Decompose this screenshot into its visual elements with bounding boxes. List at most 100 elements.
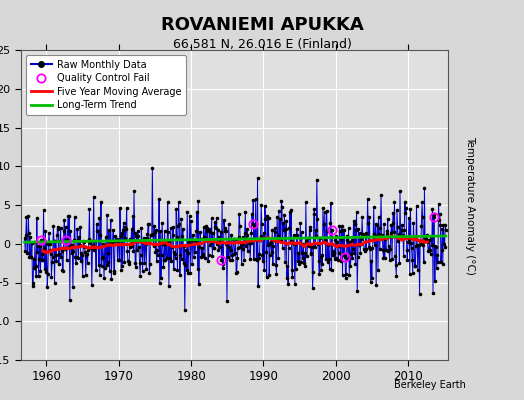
Point bbox=[363, 232, 371, 238]
Point bbox=[320, 239, 329, 245]
Point bbox=[110, 270, 118, 276]
Point bbox=[286, 238, 294, 244]
Point bbox=[291, 241, 300, 247]
Point bbox=[376, 224, 385, 231]
Point bbox=[365, 213, 374, 220]
Point bbox=[105, 227, 113, 233]
Point bbox=[406, 271, 414, 277]
Point bbox=[24, 250, 32, 256]
Point bbox=[87, 245, 95, 251]
Point bbox=[383, 228, 391, 234]
Point bbox=[226, 247, 235, 253]
Point bbox=[265, 272, 274, 278]
Point bbox=[230, 251, 238, 257]
Point bbox=[134, 228, 142, 234]
Point bbox=[276, 216, 285, 222]
Point bbox=[90, 194, 98, 200]
Point bbox=[165, 283, 173, 289]
Point bbox=[65, 212, 73, 219]
Point bbox=[228, 257, 237, 264]
Point bbox=[193, 209, 201, 216]
Point bbox=[379, 246, 387, 253]
Point bbox=[60, 228, 68, 234]
Point bbox=[130, 230, 139, 236]
Point bbox=[435, 217, 443, 224]
Point bbox=[260, 266, 268, 273]
Point bbox=[54, 226, 62, 232]
Point bbox=[271, 262, 280, 268]
Point bbox=[117, 230, 126, 236]
Point bbox=[141, 241, 150, 248]
Point bbox=[116, 233, 125, 240]
Point bbox=[85, 206, 94, 212]
Point bbox=[54, 261, 63, 268]
Point bbox=[400, 227, 409, 234]
Point bbox=[161, 256, 169, 263]
Point bbox=[69, 248, 78, 255]
Point bbox=[189, 232, 197, 238]
Point bbox=[271, 225, 279, 232]
Point bbox=[184, 250, 193, 257]
Point bbox=[93, 220, 101, 227]
Point bbox=[335, 250, 343, 256]
Point bbox=[313, 216, 322, 222]
Point bbox=[45, 230, 53, 236]
Point bbox=[357, 241, 366, 247]
Point bbox=[299, 241, 308, 248]
Point bbox=[297, 229, 305, 235]
Point bbox=[368, 244, 377, 251]
Point bbox=[55, 250, 63, 257]
Point bbox=[163, 199, 172, 205]
Point bbox=[174, 223, 182, 230]
Point bbox=[128, 213, 137, 220]
Point bbox=[386, 246, 395, 252]
Point bbox=[24, 213, 32, 219]
Point bbox=[102, 234, 110, 240]
Point bbox=[257, 202, 265, 208]
Point bbox=[66, 227, 74, 234]
Point bbox=[334, 256, 342, 263]
Point bbox=[168, 244, 176, 250]
Point bbox=[427, 250, 435, 257]
Point bbox=[177, 216, 185, 222]
Point bbox=[361, 248, 369, 254]
Point bbox=[345, 272, 353, 278]
Point bbox=[273, 214, 281, 220]
Point bbox=[281, 226, 290, 232]
Point bbox=[49, 223, 58, 229]
Point bbox=[310, 211, 318, 218]
Point bbox=[304, 241, 312, 248]
Point bbox=[97, 199, 105, 206]
Point bbox=[189, 237, 198, 244]
Point bbox=[341, 254, 349, 260]
Point bbox=[130, 188, 138, 194]
Point bbox=[142, 265, 150, 272]
Point bbox=[125, 259, 133, 266]
Point bbox=[212, 214, 221, 221]
Point bbox=[219, 261, 227, 267]
Point bbox=[384, 216, 392, 223]
Point bbox=[401, 199, 409, 205]
Point bbox=[222, 241, 231, 247]
Point bbox=[254, 283, 263, 289]
Point bbox=[390, 199, 399, 206]
Point bbox=[178, 256, 186, 262]
Point bbox=[57, 224, 65, 231]
Point bbox=[135, 244, 143, 250]
Point bbox=[247, 230, 256, 236]
Point bbox=[210, 245, 219, 252]
Point bbox=[285, 245, 293, 251]
Point bbox=[215, 234, 223, 240]
Point bbox=[117, 267, 125, 273]
Point bbox=[211, 219, 219, 225]
Point bbox=[274, 233, 282, 239]
Point bbox=[410, 262, 419, 269]
Point bbox=[241, 230, 249, 236]
Point bbox=[274, 254, 282, 261]
Point bbox=[352, 209, 361, 215]
Point bbox=[80, 238, 88, 245]
Point bbox=[278, 204, 286, 210]
Point bbox=[402, 205, 410, 211]
Point bbox=[248, 211, 256, 217]
Point bbox=[278, 244, 287, 251]
